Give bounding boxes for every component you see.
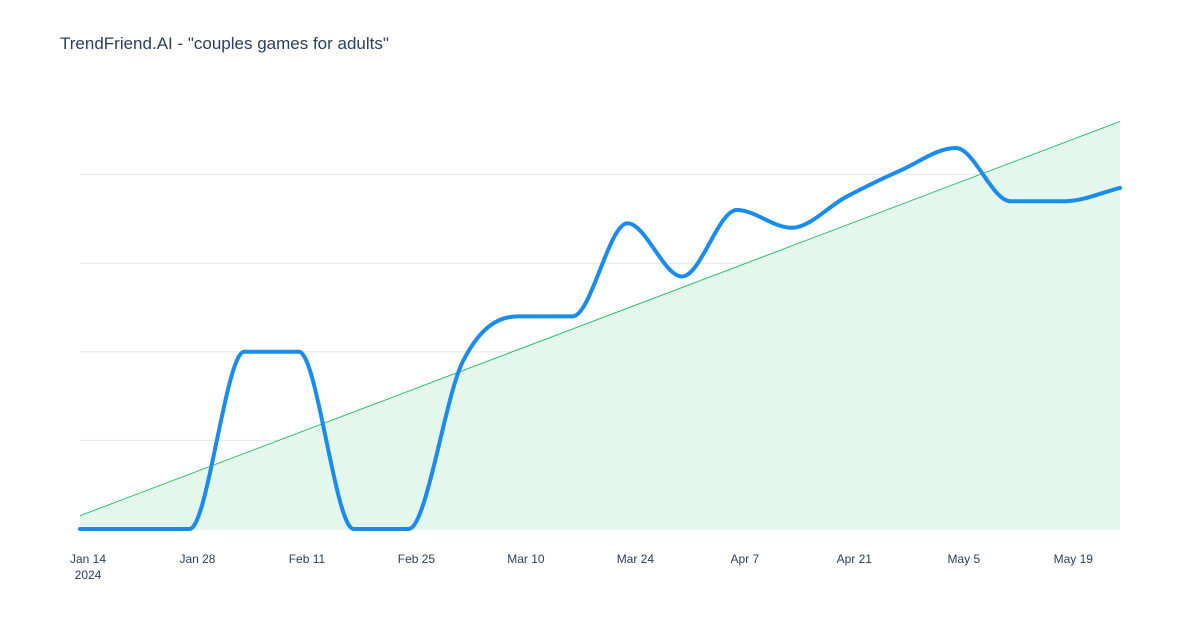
trend-fill-area: [80, 121, 1120, 529]
x-tick-year: 2024: [75, 568, 102, 582]
x-tick-label: May 5: [947, 552, 980, 566]
line-layer: [78, 146, 1122, 531]
x-tick-label: Feb 11: [289, 552, 326, 566]
x-tick-label: Apr 7: [730, 552, 759, 566]
x-tick-label: Apr 21: [837, 552, 873, 566]
x-tick-label: Jan 28: [179, 552, 215, 566]
trend-layer: [79, 120, 1121, 529]
trend-line: [79, 120, 1121, 517]
series-line: [78, 146, 1122, 531]
x-tick-label: Mar 24: [617, 552, 655, 566]
x-axis: Jan 14 Jan 28 Feb 11 Feb 25 Mar 10 Mar 24 Apr …: [70, 552, 1093, 582]
chart-title: TrendFriend.AI - "couples games for adul…: [60, 34, 389, 53]
x-tick-label: Mar 10: [507, 552, 545, 566]
x-tick-label: May 19: [1054, 552, 1094, 566]
x-tick-label: Feb 25: [398, 552, 436, 566]
x-tick-label: Jan 14: [70, 552, 106, 566]
